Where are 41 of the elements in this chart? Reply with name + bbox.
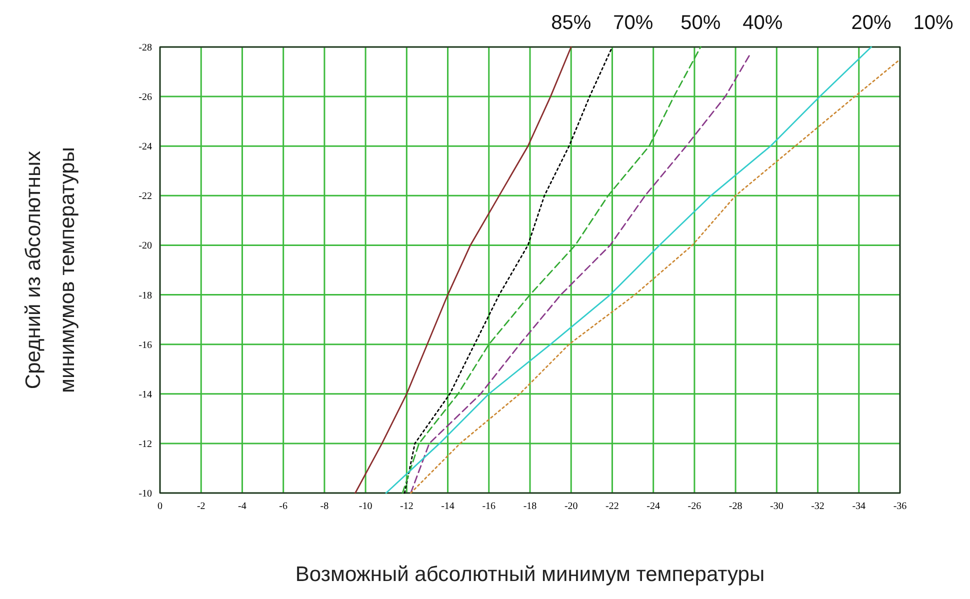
y-tick-label: -26 [138,92,152,104]
y-tick-label: -18 [138,290,152,302]
x-tick-label: -30 [770,501,784,512]
series-label: 10% [913,12,954,34]
series-label: 40% [742,12,783,34]
line-series [404,46,613,494]
y-tick-label: -10 [138,488,152,500]
y-tick-label: -20 [138,240,152,252]
y-tick-label: -12 [138,438,152,450]
x-tick-label: -8 [320,501,329,512]
line-series [410,54,751,494]
x-tick-label: 0 [158,501,162,512]
x-tick-label: -22 [606,501,619,512]
y-tick-label: -28 [138,42,152,54]
y-tick-label: -16 [138,340,152,351]
x-tick-label: -6 [279,501,288,512]
x-tick-label: -14 [441,501,454,512]
x-tick-label: -16 [482,501,496,512]
y-tick-label: -14 [138,389,152,400]
x-axis-title: Возможный абсолютный минимум температуры [295,563,765,586]
series-label: 50% [680,12,721,34]
y-tick-label: -24 [138,142,152,153]
y-axis-title: Средний из абсолютных минимумов температуры [22,147,79,393]
x-tick-label: -18 [523,501,537,512]
x-tick-label: -36 [893,501,907,512]
series-label: 70% [613,12,654,34]
x-tick-label: -20 [564,501,578,512]
line-series [402,46,702,494]
series-label: 20% [851,12,892,34]
x-tick-label: -10 [358,501,372,512]
x-tick-label: -34 [852,501,866,512]
y-tick-label: -22 [138,191,152,202]
series-label: 85% [551,12,592,34]
x-tick-label: -28 [728,501,742,512]
x-tick-label: -4 [238,501,246,512]
x-tick-label: -2 [196,501,206,512]
line-series [354,46,572,494]
x-tick-label: -12 [400,501,414,512]
x-tick-label: -32 [811,501,824,512]
x-tick-label: -26 [688,501,702,512]
x-tick-label: -24 [646,501,660,512]
